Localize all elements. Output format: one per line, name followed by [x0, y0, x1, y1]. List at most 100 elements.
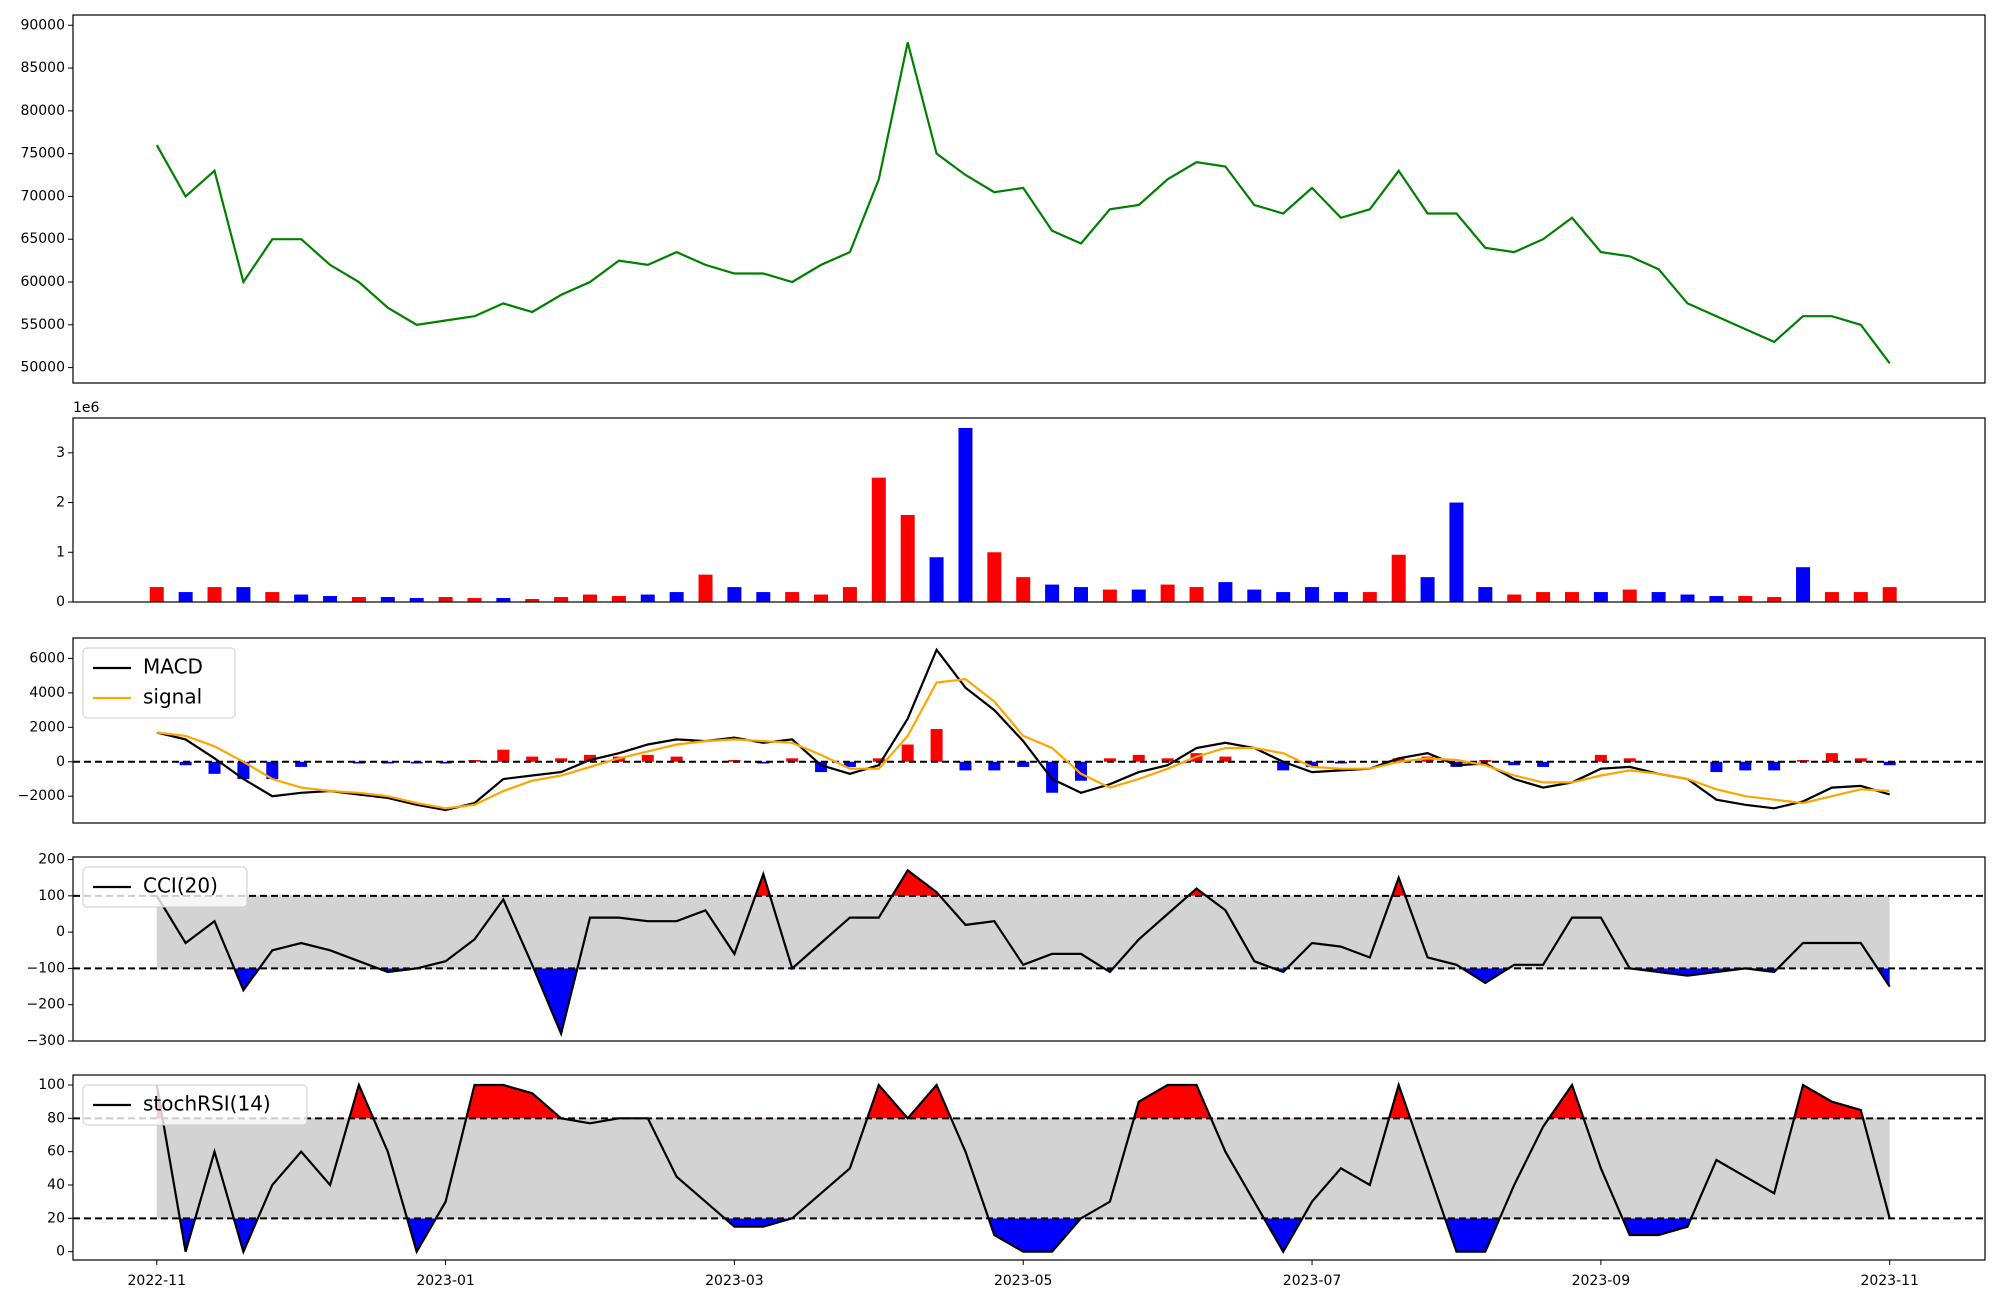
histogram-bar [757, 761, 770, 764]
legend: MACD signal [82, 647, 236, 719]
legend-box [82, 647, 236, 719]
histogram-bar [1739, 761, 1752, 771]
y-tick-label: 85000 [20, 60, 65, 76]
volume-bar [785, 592, 800, 602]
volume-bar [1738, 596, 1753, 602]
panel-frame [72, 14, 1986, 384]
x-tick-label: 2022-11 [128, 1273, 187, 1289]
series-line [155, 1081, 1891, 1255]
panel-frame [72, 417, 1986, 603]
histogram-bar [1277, 761, 1290, 771]
histogram-bar [843, 761, 856, 767]
y-tick-label: 70000 [20, 188, 65, 204]
y-tick-label: 50000 [20, 360, 65, 376]
histogram-bar [872, 758, 885, 762]
histogram-bar [1883, 761, 1896, 766]
y-tick-label: 80 [47, 1110, 65, 1126]
x-tick-label: 2023-01 [416, 1273, 475, 1289]
legend-box [82, 866, 248, 908]
y-tick-label: −300 [27, 1033, 65, 1049]
over-fill [156, 1085, 1864, 1119]
y-tick-label: 0 [56, 754, 65, 770]
volume-bar [900, 514, 915, 602]
volume-bar [1651, 592, 1666, 602]
volume-bar [669, 592, 684, 602]
volume-bar [1824, 592, 1839, 602]
volume-bar [525, 599, 540, 602]
volume-bar [1478, 587, 1493, 602]
histogram-bar [959, 761, 972, 771]
y-tick-label: −2000 [18, 788, 65, 804]
histogram-bar [1825, 753, 1838, 762]
legend-label: signal [143, 685, 202, 709]
y-tick-label: 100 [38, 888, 65, 904]
volume-bar [351, 597, 366, 602]
histogram-bar [1537, 761, 1550, 767]
histogram-bar [237, 761, 250, 779]
y-tick-label: 0 [56, 594, 65, 610]
histogram-bar [1219, 756, 1232, 762]
y-tick-label: 20 [47, 1210, 65, 1226]
volume-bar [987, 552, 1002, 602]
y-tick-label: 60 [47, 1144, 65, 1160]
volume-bar [1073, 587, 1088, 602]
histogram-bar [295, 761, 308, 767]
y-tick-label: 200 [38, 852, 65, 868]
volume-bar [1420, 577, 1435, 602]
volume-bar [1593, 592, 1608, 602]
volume-bar [1016, 577, 1031, 602]
volume-bar [1622, 589, 1637, 602]
histogram-bar [641, 754, 654, 762]
histogram-bar [901, 744, 914, 762]
volume-bar [1853, 592, 1868, 602]
volume-bar [467, 598, 482, 602]
volume-bar [756, 592, 771, 602]
histogram-bar [670, 756, 683, 762]
histogram-bar [1392, 758, 1405, 762]
legend-label: stochRSI(14) [143, 1092, 271, 1116]
histogram-bar [526, 756, 539, 762]
y-tick-label: 60000 [20, 274, 65, 290]
histogram-bar [555, 758, 568, 762]
y-tick-label: 6000 [29, 650, 65, 666]
legend: CCI(20) [82, 866, 248, 908]
volume-bar [1131, 589, 1146, 602]
histogram-bar [1103, 758, 1116, 762]
histogram-bar [1594, 754, 1607, 762]
y-tick-label: −200 [27, 997, 65, 1013]
under-fill [156, 1218, 1890, 1252]
volume-bar [323, 596, 338, 602]
volume-bar [698, 574, 713, 602]
neutral-band [156, 1118, 1890, 1219]
histogram-bar [815, 761, 828, 773]
volume-bar [1102, 589, 1117, 602]
volume-bar [409, 598, 424, 602]
x-tick-label: 2023-11 [1860, 1273, 1919, 1289]
volume-bar [611, 596, 626, 602]
series-line [156, 647, 1891, 812]
volume-bar [438, 597, 453, 602]
histogram-bar [1161, 758, 1174, 762]
histogram-bar [439, 761, 452, 764]
legend-box [82, 1084, 308, 1126]
x-tick-label: 2023-03 [705, 1273, 764, 1289]
y-tick-label: 2 [56, 495, 65, 511]
histogram-bar [1623, 758, 1636, 762]
volume-bar [265, 592, 280, 602]
legend-label: CCI(20) [143, 874, 218, 898]
volume-bar [380, 597, 395, 602]
histogram-bar [1768, 761, 1781, 771]
histogram-bar [179, 761, 192, 766]
volume-bar [1767, 597, 1782, 602]
y-tick-label: 0 [56, 924, 65, 940]
volume-bar [496, 598, 511, 602]
y-tick-label: 40 [47, 1177, 65, 1193]
volume-bar [871, 477, 886, 602]
y-tick-label: 55000 [20, 317, 65, 333]
volume-bar [1536, 592, 1551, 602]
volume-bar [1709, 596, 1724, 602]
y-tick-label: 100 [38, 1077, 65, 1093]
histogram-bar [1017, 761, 1030, 767]
histogram-bar [1306, 761, 1319, 767]
